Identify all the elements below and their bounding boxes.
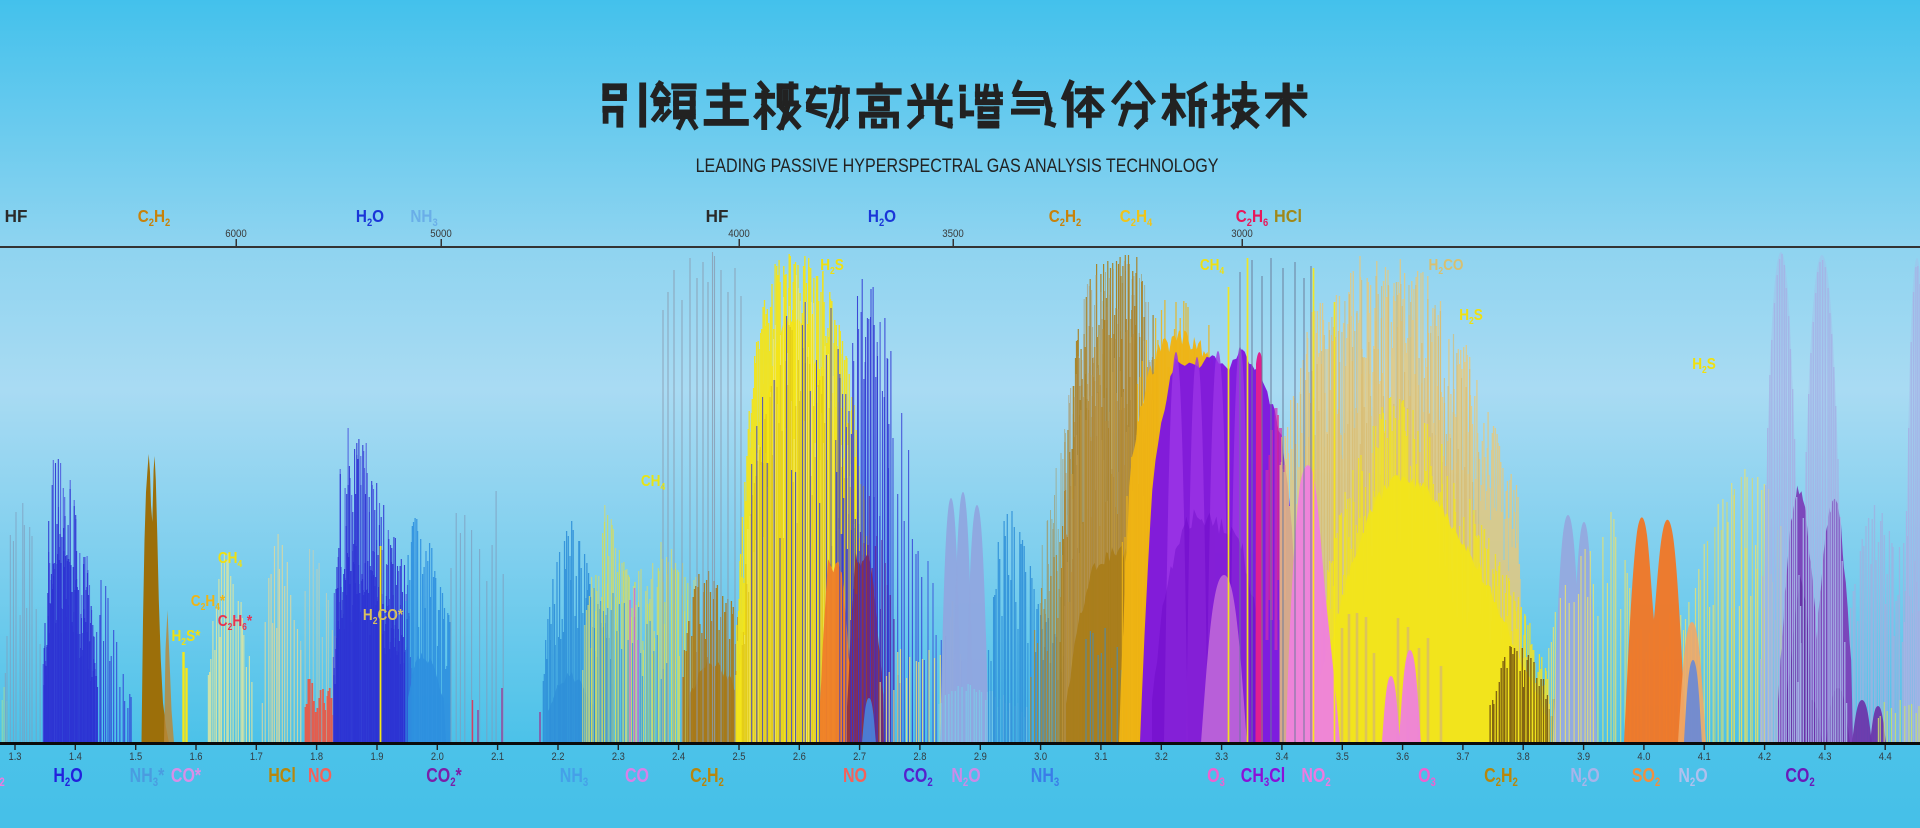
svg-text:3.5: 3.5 <box>1336 751 1349 763</box>
svg-text:H2​O: H2​O <box>53 764 82 789</box>
svg-text:SO2​: SO2​ <box>1632 764 1660 789</box>
svg-text:4.3: 4.3 <box>1818 751 1831 763</box>
svg-text:3.8: 3.8 <box>1517 751 1530 763</box>
svg-text:2.4: 2.4 <box>672 751 685 763</box>
svg-text:NO: NO <box>843 764 867 786</box>
svg-text:C2​H2​: C2​H2​ <box>1049 206 1082 229</box>
svg-text:2.2: 2.2 <box>552 751 565 763</box>
svg-text:H2​CO: H2​CO <box>1429 257 1464 276</box>
svg-text:NO2​: NO2​ <box>1301 764 1330 789</box>
svg-text:NO: NO <box>308 764 332 786</box>
svg-text:2.0: 2.0 <box>431 751 444 763</box>
svg-text:H2​O: H2​O <box>868 206 896 229</box>
svg-text:NH3​: NH3​ <box>410 206 438 229</box>
svg-text:CO2​: CO2​ <box>903 764 932 789</box>
svg-text:C2​H4​*: C2​H4​* <box>191 593 226 612</box>
svg-text:CH4​: CH4​ <box>1200 257 1225 276</box>
svg-text:CO*: CO* <box>171 764 202 786</box>
svg-text:2.1: 2.1 <box>491 751 504 763</box>
svg-text:C2​H6​*: C2​H6​* <box>218 613 253 632</box>
svg-text:3.6: 3.6 <box>1396 751 1409 763</box>
svg-text:H2​S: H2​S <box>1692 356 1716 375</box>
svg-text:H2​O: H2​O <box>356 206 384 229</box>
svg-text:1.3: 1.3 <box>9 751 22 763</box>
svg-text:2.6: 2.6 <box>793 751 806 763</box>
svg-text:CH4​: CH4​ <box>218 550 243 569</box>
svg-text:C2​H6​: C2​H6​ <box>1236 206 1269 229</box>
svg-text:1.8: 1.8 <box>310 751 323 763</box>
svg-text:3.4: 3.4 <box>1275 751 1288 763</box>
svg-text:2.8: 2.8 <box>913 751 926 763</box>
svg-text:C2​H2​: C2​H2​ <box>1484 764 1518 789</box>
svg-text:CH3​Cl: CH3​Cl <box>1241 764 1285 789</box>
svg-text:H2​S: H2​S <box>820 257 844 276</box>
svg-text:N2​O: N2​O <box>1570 764 1599 789</box>
svg-text:H2​CO*: H2​CO* <box>363 607 403 626</box>
svg-text:H2​S*: H2​S* <box>172 628 201 647</box>
svg-text:C2​H2​: C2​H2​ <box>138 206 171 229</box>
svg-text:HCl: HCl <box>268 764 296 786</box>
svg-text:3000: 3000 <box>1231 229 1253 241</box>
svg-text:3.0: 3.0 <box>1034 751 1047 763</box>
svg-text:1.4: 1.4 <box>69 751 82 763</box>
svg-text:5000: 5000 <box>430 229 452 241</box>
svg-text:HF: HF <box>706 206 729 227</box>
svg-text:N2​O: N2​O <box>1678 764 1707 789</box>
svg-text:4.4: 4.4 <box>1879 751 1892 763</box>
svg-text:3.7: 3.7 <box>1456 751 1469 763</box>
svg-text:O3​: O3​ <box>1207 764 1225 789</box>
svg-text:HF: HF <box>5 206 28 227</box>
svg-text:O3​: O3​ <box>1418 764 1436 789</box>
svg-text:1.9: 1.9 <box>371 751 384 763</box>
svg-text:C2​H2​: C2​H2​ <box>690 764 724 789</box>
svg-text:HCl: HCl <box>1274 206 1302 226</box>
svg-text:1.6: 1.6 <box>190 751 203 763</box>
svg-text:LEADING PASSIVE HYPERSPECTRAL: LEADING PASSIVE HYPERSPECTRAL GAS ANALYS… <box>696 155 1219 177</box>
svg-text:2​: 2​ <box>0 776 5 789</box>
svg-text:1.7: 1.7 <box>250 751 263 763</box>
svg-text:NH3​: NH3​ <box>560 764 588 789</box>
svg-text:4000: 4000 <box>728 229 750 241</box>
svg-text:3.1: 3.1 <box>1094 751 1107 763</box>
svg-text:4.2: 4.2 <box>1758 751 1771 763</box>
svg-text:CH4​: CH4​ <box>641 473 666 492</box>
svg-text:NH3​: NH3​ <box>1031 764 1059 789</box>
svg-text:3.3: 3.3 <box>1215 751 1228 763</box>
svg-text:H2​S: H2​S <box>1459 307 1483 326</box>
svg-text:C2​H4​: C2​H4​ <box>1120 206 1153 229</box>
svg-text:4.0: 4.0 <box>1637 751 1650 763</box>
svg-text:2.5: 2.5 <box>733 751 746 763</box>
svg-text:4.1: 4.1 <box>1698 751 1711 763</box>
svg-text:CO: CO <box>625 764 649 786</box>
svg-text:6000: 6000 <box>225 229 247 241</box>
svg-text:2.7: 2.7 <box>853 751 866 763</box>
svg-text:3.2: 3.2 <box>1155 751 1168 763</box>
svg-text:1.5: 1.5 <box>129 751 142 763</box>
svg-text:NH3​*: NH3​* <box>130 764 166 789</box>
svg-text:3.9: 3.9 <box>1577 751 1590 763</box>
svg-text:2.9: 2.9 <box>974 751 987 763</box>
svg-text:N2​O: N2​O <box>951 764 980 789</box>
svg-text:2.3: 2.3 <box>612 751 625 763</box>
svg-text:3500: 3500 <box>942 229 964 241</box>
svg-text:CO2​: CO2​ <box>1785 764 1814 789</box>
svg-text:CO2​*: CO2​* <box>426 764 462 789</box>
